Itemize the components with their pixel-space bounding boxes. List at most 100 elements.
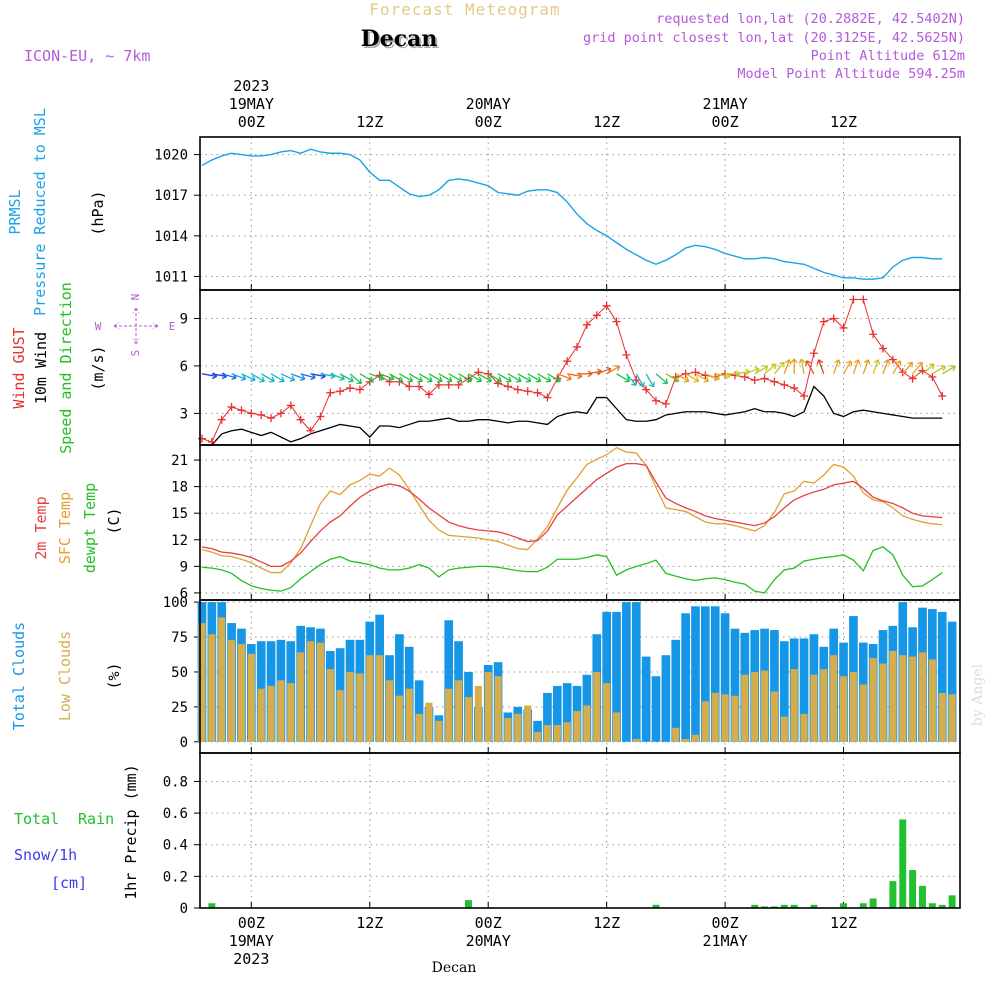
wind-direction-arrow <box>635 373 645 388</box>
wind-arrow-shaft <box>715 373 731 378</box>
wind-arrow-head <box>624 376 631 383</box>
gust-marker <box>859 295 868 304</box>
rain-bar <box>780 904 788 908</box>
gust-marker <box>257 410 266 419</box>
wind-arrow-head <box>714 374 720 381</box>
dewpoint-line <box>201 546 943 594</box>
wind-direction-arrow <box>695 373 710 383</box>
wind-arrow-head <box>784 359 792 365</box>
wind-arrow-shaft <box>250 373 265 382</box>
gust-marker <box>523 387 532 396</box>
wind-arrow-head <box>834 359 841 365</box>
gust-marker <box>770 377 779 386</box>
wind-arrow-head <box>279 376 285 383</box>
total-cloud-bar <box>947 621 957 742</box>
low-cloud-bar <box>563 722 571 742</box>
total-cloud-bar <box>612 611 621 742</box>
wind-arrow-shaft <box>320 373 336 378</box>
wind-arrow-head <box>805 360 812 366</box>
total-cloud-bar <box>444 620 454 742</box>
temp-2m-label: 2m Temp <box>32 496 50 559</box>
compass-rose: N W E S <box>95 294 176 357</box>
wind-arrow-head <box>703 376 710 383</box>
total-cloud-bar <box>720 613 730 742</box>
rain-bar <box>919 885 926 908</box>
wind-arrow-shaft <box>941 365 956 375</box>
wind-direction-arrow <box>241 373 256 382</box>
wind-direction-arrow <box>537 373 552 383</box>
y-tick-label: 9 <box>180 559 188 575</box>
wind-arrow-shaft <box>339 373 354 382</box>
wind-arrow-shaft <box>260 373 275 382</box>
wind-arrow-head <box>397 376 404 383</box>
rain-bar <box>208 903 216 908</box>
wind-arrow-shaft <box>497 373 512 382</box>
wind-arrow-shaft <box>567 373 583 378</box>
wind-direction-arrow <box>675 373 690 383</box>
wind-direction-arrow <box>606 365 621 375</box>
wind-arrow-shaft <box>685 373 699 382</box>
location-title-shadow: Decan <box>363 28 440 54</box>
point-altitude: Point Altitude 612m <box>811 48 965 64</box>
wind-direction-arrow <box>497 373 512 383</box>
rain-bar <box>869 898 877 908</box>
low-cloud-bar <box>208 634 216 742</box>
wind-direction-arrow <box>616 373 631 383</box>
gust-line <box>201 298 943 443</box>
gust-marker <box>760 374 769 383</box>
low-cloud-bar <box>573 711 581 742</box>
pressure-panel-label: PRMSL <box>6 189 24 234</box>
wind-direction-arrow <box>816 359 825 375</box>
wind-arrow-head <box>446 376 453 383</box>
wind-arrow-shaft <box>932 365 946 375</box>
top-time-label: 12Z <box>830 113 857 131</box>
wind-10m-label: 10m Wind <box>32 332 50 404</box>
y-tick-label: 6 <box>180 359 188 375</box>
gust-marker <box>592 311 601 320</box>
wind-arrow-shaft <box>241 373 256 381</box>
wind-arrow-shaft <box>270 373 285 382</box>
gust-marker <box>494 379 503 388</box>
wind-arrow-shaft <box>547 373 561 382</box>
wind-unit-label: (m/s) <box>89 345 107 390</box>
gust-marker <box>405 382 414 391</box>
wind-arrow-shaft <box>862 359 870 375</box>
precip-unit-label: 1hr Precip (mm) <box>122 764 140 899</box>
wind-direction-arrow <box>339 373 354 383</box>
gust-marker <box>267 414 276 423</box>
wind-direction-arrow <box>290 373 306 381</box>
gust-marker <box>691 368 700 377</box>
wind-arrow-head <box>614 365 621 372</box>
y-tick-label: 50 <box>171 665 188 681</box>
wind-direction-arrow <box>527 373 542 383</box>
gust-marker <box>839 323 848 332</box>
wind-direction-arrow <box>645 373 655 388</box>
total-cloud-bar <box>779 641 789 742</box>
wind-direction-arrow <box>389 373 404 383</box>
precip-total-label: Total <box>14 810 59 828</box>
y-tick-label: 12 <box>171 533 188 549</box>
wind-arrow-head <box>356 378 363 385</box>
y-tick-label: 1020 <box>154 148 188 164</box>
total-cloud-bar <box>691 606 700 742</box>
low-cloud-bar <box>237 644 245 742</box>
wind-arrow-shaft <box>754 365 769 375</box>
gust-marker <box>227 403 236 412</box>
wind-arrow-shaft <box>872 359 879 375</box>
compass-s: S <box>129 350 142 357</box>
wind-arrow-shaft <box>330 373 345 380</box>
wind-arrow-shaft <box>734 370 750 375</box>
low-cloud-bar <box>504 718 512 742</box>
low-cloud-bar <box>810 674 818 742</box>
wind-arrow-shaft <box>744 368 760 375</box>
gust-marker <box>573 342 582 351</box>
gust-marker <box>503 382 512 391</box>
low-cloud-bar <box>612 712 621 742</box>
top-time-label: 19MAY <box>229 95 274 113</box>
gust-marker <box>750 376 759 385</box>
low-cloud-bar <box>770 691 778 742</box>
gust-marker <box>385 377 394 386</box>
gust-marker <box>217 415 226 424</box>
wind-arrow-head <box>240 374 247 381</box>
wind-arrow-shaft <box>625 373 637 386</box>
